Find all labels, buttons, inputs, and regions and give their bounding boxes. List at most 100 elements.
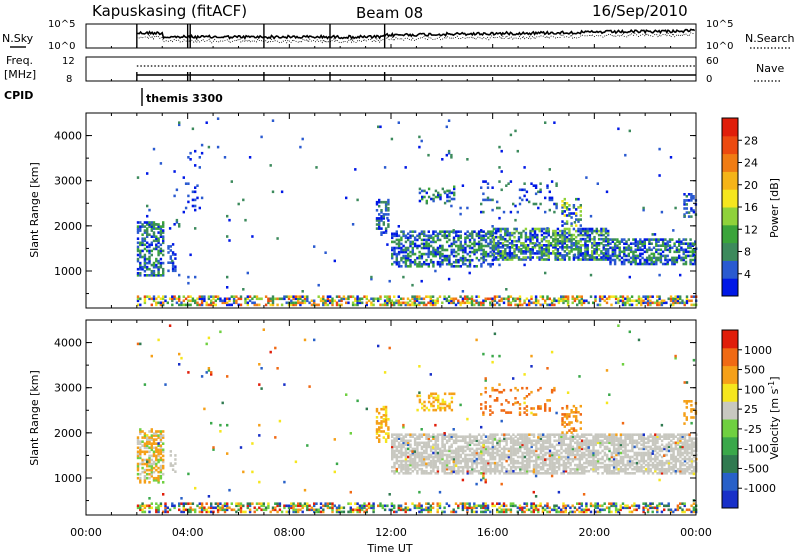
heatmap-cell: [569, 441, 572, 445]
heatmap-cell: [423, 463, 426, 467]
heatmap-cell: [614, 502, 618, 505]
heatmap-cell: [606, 437, 609, 440]
heatmap-cell: [482, 192, 485, 196]
heatmap-cell: [578, 435, 581, 438]
heatmap-cell: [150, 249, 153, 253]
heatmap-cell: [157, 444, 160, 447]
heatmap-cell: [640, 303, 643, 307]
heatmap-cell: [627, 244, 630, 247]
heatmap-cell: [606, 445, 609, 449]
heatmap-cell: [184, 303, 188, 307]
heatmap-cell: [409, 260, 412, 264]
heatmap-cell: [409, 254, 412, 258]
heatmap-cell: [391, 441, 394, 445]
heatmap-cell: [372, 303, 375, 307]
heatmap-cell: [676, 299, 680, 303]
heatmap-cell: [500, 461, 504, 465]
heatmap-cell: [535, 439, 538, 443]
heatmap-cell: [528, 457, 531, 461]
heatmap-cell: [136, 221, 140, 224]
heatmap-cell: [523, 506, 526, 510]
heatmap-cell: [470, 301, 474, 305]
heatmap-cell: [407, 451, 410, 455]
heatmap-cell: [602, 239, 605, 243]
heatmap-cell: [548, 168, 551, 171]
heatmap-cell: [471, 246, 474, 250]
heatmap-cell: [306, 297, 309, 301]
heatmap-cell: [191, 502, 195, 505]
heatmap-cell: [423, 234, 426, 238]
heatmap-cell: [652, 238, 656, 241]
heatmap-cell: [148, 446, 151, 450]
heatmap-cell: [639, 252, 642, 256]
heatmap-cell: [526, 457, 529, 461]
heatmap-cell: [673, 258, 676, 262]
heatmap-cell: [421, 197, 424, 201]
heatmap-cell: [301, 504, 304, 508]
heatmap-cell: [629, 250, 633, 254]
heatmap-cell: [436, 236, 440, 240]
heatmap-cell: [556, 244, 560, 247]
heatmap-cell: [409, 467, 412, 471]
heatmap-cell: [606, 435, 609, 438]
heatmap-cell: [146, 436, 149, 439]
heatmap-cell: [683, 193, 686, 196]
heatmap-cell: [416, 244, 419, 248]
heatmap-cell: [547, 239, 550, 243]
heatmap-cell: [608, 295, 611, 298]
heatmap-cell: [585, 447, 588, 451]
heatmap-cell: [571, 437, 575, 440]
heatmap-cell: [491, 433, 494, 436]
heatmap-cell: [570, 244, 573, 247]
heatmap-cell: [443, 465, 446, 469]
heatmap-cell: [576, 297, 579, 301]
heatmap-cell: [415, 303, 419, 307]
heatmap-cell: [146, 235, 149, 238]
heatmap-cell: [166, 510, 169, 514]
heatmap-cell: [459, 212, 462, 216]
heatmap-cell: [669, 510, 673, 514]
heatmap-cell: [475, 451, 478, 455]
heatmap-cell: [572, 244, 576, 247]
heatmap-cell: [157, 506, 160, 510]
heatmap-cell: [395, 439, 398, 443]
heatmap-cell: [443, 248, 446, 252]
heatmap-cell: [681, 299, 684, 303]
heatmap-cell: [607, 258, 610, 261]
heatmap-cell: [308, 301, 311, 305]
heatmap-cell: [568, 239, 571, 243]
heatmap-cell: [461, 445, 465, 449]
heatmap-cell: [643, 238, 646, 241]
heatmap-cell: [464, 435, 467, 438]
heatmap-cell: [532, 504, 535, 508]
heatmap-cell: [535, 455, 538, 459]
heatmap-cell: [523, 510, 526, 514]
heatmap-cell: [508, 252, 512, 255]
heatmap-cell: [537, 439, 540, 443]
heatmap-cell: [382, 436, 385, 439]
heatmap-cell: [514, 451, 517, 455]
heatmap-cell: [592, 441, 595, 445]
heatmap-cell: [200, 502, 204, 505]
heatmap-cell: [354, 508, 357, 512]
heatmap-cell: [684, 242, 688, 245]
heatmap-cell: [413, 441, 417, 445]
heatmap-cell: [646, 301, 650, 305]
heatmap-cell: [425, 252, 428, 256]
heatmap-cell: [509, 469, 513, 473]
heatmap-cell: [587, 453, 591, 457]
heatmap-cell: [139, 508, 142, 512]
heatmap-cell: [493, 297, 497, 301]
heatmap-cell: [519, 447, 522, 451]
heatmap-cell: [174, 265, 177, 268]
heatmap-cell: [535, 469, 538, 473]
heatmap-cell: [150, 446, 153, 450]
heatmap-cell: [383, 303, 387, 307]
heatmap-cell: [347, 510, 350, 514]
heatmap-cell: [466, 230, 469, 233]
heatmap-cell: [383, 295, 387, 298]
heatmap-cell: [452, 242, 456, 246]
heatmap-cell: [239, 502, 243, 505]
heatmap-cell: [292, 506, 295, 510]
heatmap-cell: [155, 235, 158, 238]
